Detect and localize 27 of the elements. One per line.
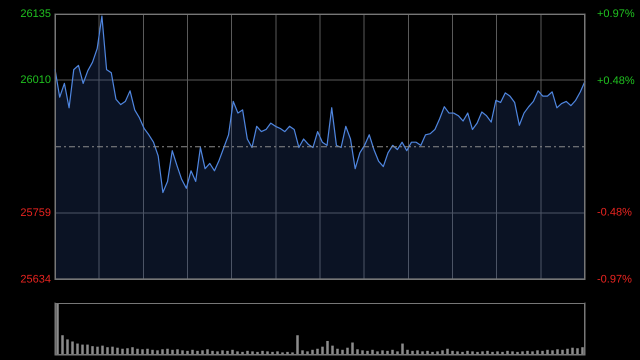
y2-tick-label: +0.48% [597,75,635,88]
bar [66,339,69,355]
bar [81,344,84,355]
bar [101,346,104,355]
bar [96,346,99,355]
y-tick-label: 26010 [20,74,51,86]
bar [71,341,74,355]
bar [296,335,299,355]
y2-tick-label: -0.48% [597,206,632,218]
bar [86,344,89,355]
bar [91,346,94,355]
bar [351,342,354,355]
bar [331,346,334,355]
y2-tick-label: -0.97% [597,273,632,286]
y-tick-label: 25759 [20,207,51,220]
bar [61,335,64,355]
bar [106,347,109,355]
bar [111,346,114,355]
bar [326,340,329,355]
y-tick-label: 26135 [20,8,51,20]
bar [131,347,134,355]
bar [321,346,324,355]
bar [76,344,79,355]
y-tick-label: 25634 [20,273,51,286]
y2-tick-label: +0.97% [597,8,635,20]
bar [581,347,584,355]
bar [401,344,404,355]
